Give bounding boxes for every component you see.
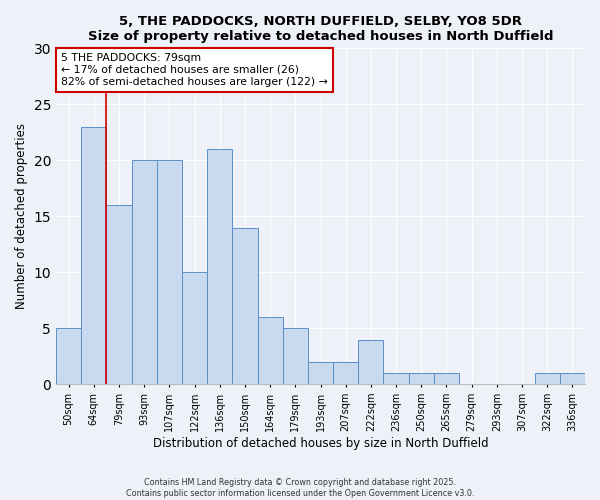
Bar <box>434 373 459 384</box>
Bar <box>333 362 358 384</box>
Y-axis label: Number of detached properties: Number of detached properties <box>15 124 28 310</box>
X-axis label: Distribution of detached houses by size in North Duffield: Distribution of detached houses by size … <box>153 437 488 450</box>
Bar <box>257 317 283 384</box>
Title: 5, THE PADDOCKS, NORTH DUFFIELD, SELBY, YO8 5DR
Size of property relative to det: 5, THE PADDOCKS, NORTH DUFFIELD, SELBY, … <box>88 15 553 43</box>
Bar <box>283 328 308 384</box>
Bar <box>358 340 383 384</box>
Bar <box>560 373 585 384</box>
Bar <box>182 272 207 384</box>
Bar <box>157 160 182 384</box>
Bar <box>207 149 232 384</box>
Bar <box>232 228 257 384</box>
Bar <box>56 328 81 384</box>
Bar <box>383 373 409 384</box>
Bar <box>106 205 131 384</box>
Bar <box>409 373 434 384</box>
Bar <box>131 160 157 384</box>
Bar <box>308 362 333 384</box>
Bar <box>535 373 560 384</box>
Text: 5 THE PADDOCKS: 79sqm
← 17% of detached houses are smaller (26)
82% of semi-deta: 5 THE PADDOCKS: 79sqm ← 17% of detached … <box>61 54 328 86</box>
Text: Contains HM Land Registry data © Crown copyright and database right 2025.
Contai: Contains HM Land Registry data © Crown c… <box>126 478 474 498</box>
Bar <box>81 126 106 384</box>
